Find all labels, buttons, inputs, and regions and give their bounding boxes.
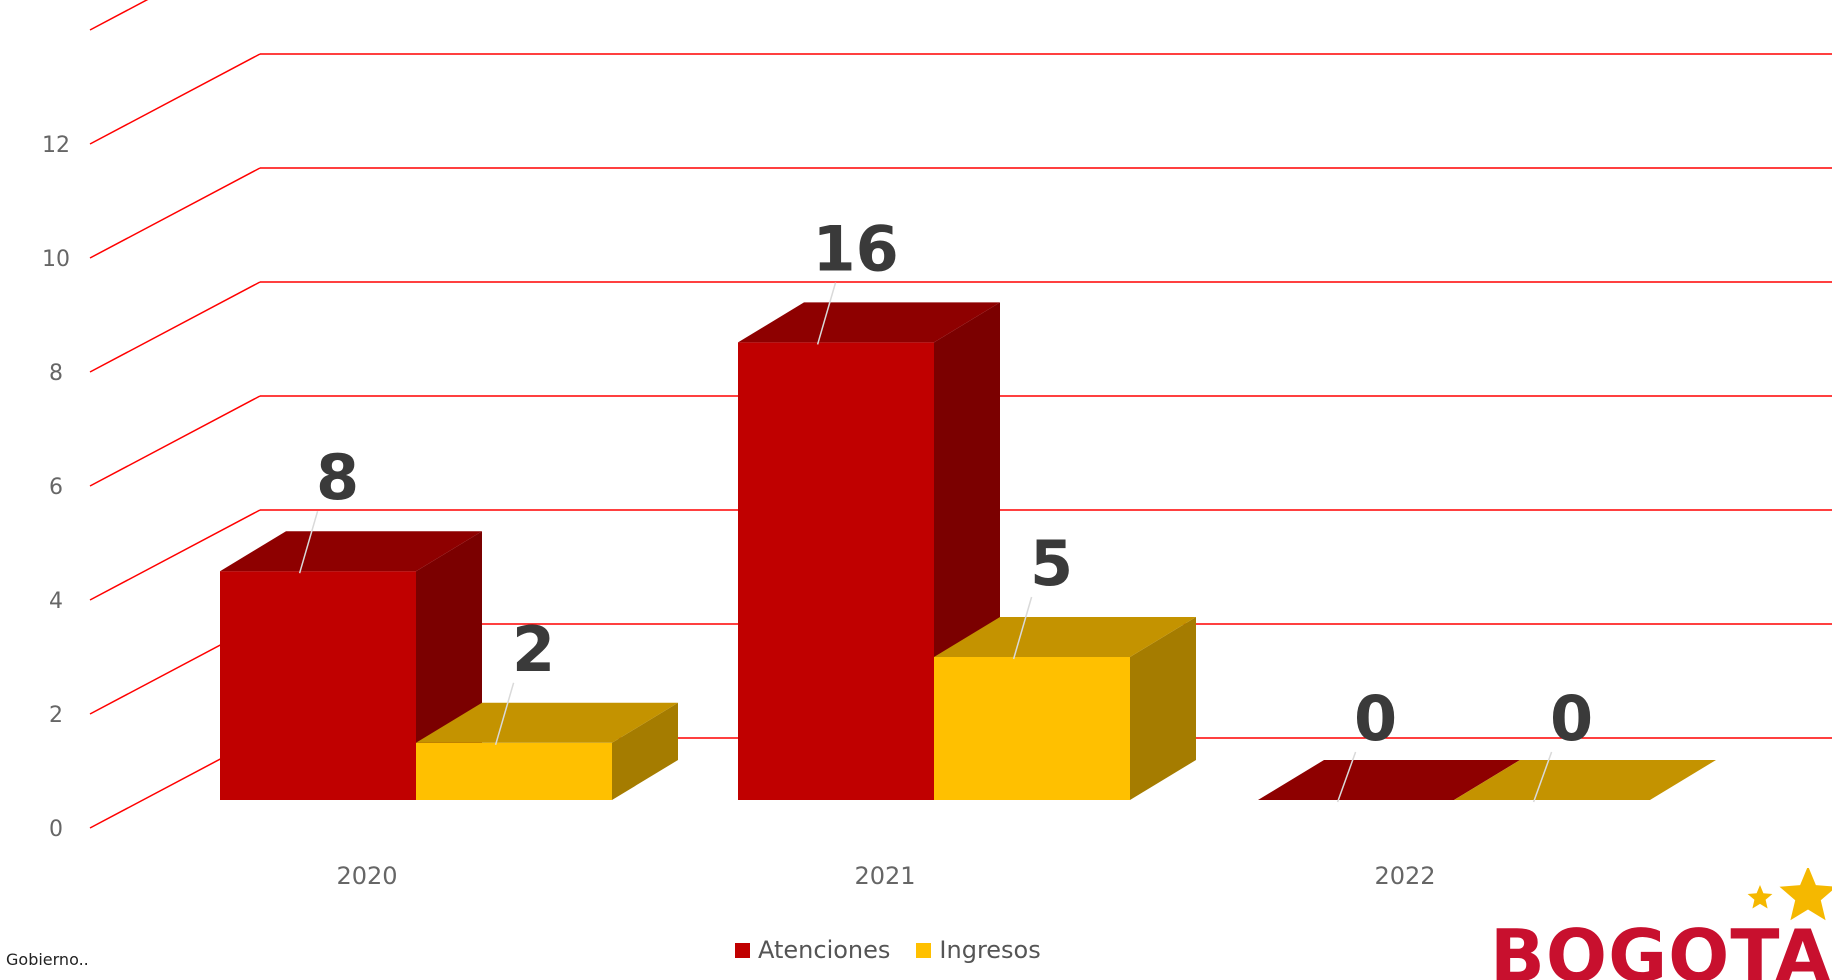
bar-front xyxy=(220,571,416,800)
label-leader-line xyxy=(494,682,515,746)
y-tick-label: 2 xyxy=(49,703,63,728)
bar-top xyxy=(934,617,1196,657)
y-tick-label: 8 xyxy=(49,361,63,386)
bar-side xyxy=(1130,617,1196,800)
bar-side xyxy=(612,702,678,800)
bar-top xyxy=(738,302,1000,343)
bogota-logo: BOGOTA xyxy=(1490,868,1832,980)
legend-swatch-ingresos xyxy=(916,942,932,958)
legend-item-ingresos[interactable]: Ingresos xyxy=(916,936,1041,964)
data-label: 5 xyxy=(1030,527,1073,600)
bar-top xyxy=(220,531,482,572)
x-tick-label: 2022 xyxy=(1374,862,1435,890)
data-label: 8 xyxy=(316,441,359,514)
y-tick-label: 4 xyxy=(49,589,63,614)
label-leader-line xyxy=(298,510,319,574)
x-tick-label: 2020 xyxy=(336,862,397,890)
data-label: 2 xyxy=(512,613,555,686)
x-tick-label: 2021 xyxy=(854,862,915,890)
logo-text: BOGOTA xyxy=(1490,914,1832,980)
gridline-diagonal xyxy=(89,167,261,259)
y-tick-label: 10 xyxy=(42,247,70,272)
y-tick-label: 0 xyxy=(49,817,63,842)
gridline-diagonal xyxy=(89,509,261,601)
data-label: 0 xyxy=(1550,682,1593,755)
y-axis-ticks: 0 2 4 6 8 10 12 xyxy=(42,133,70,842)
bar-front xyxy=(738,342,934,800)
label-leader-line xyxy=(1532,751,1553,803)
bar-top xyxy=(1258,760,1520,800)
footer-note: Gobierno.. xyxy=(6,950,89,969)
bar-front xyxy=(416,742,612,800)
logo-stars-icon xyxy=(1747,868,1832,921)
gridline-diagonal xyxy=(89,53,261,145)
legend-label-ingresos: Ingresos xyxy=(939,936,1041,964)
legend-swatch-atenciones xyxy=(735,942,750,958)
x-axis-ticks: 2020 2021 2022 xyxy=(336,862,1435,890)
data-label: 16 xyxy=(812,212,898,285)
label-leader-line xyxy=(1012,596,1033,660)
legend-label-atenciones: Atenciones xyxy=(758,936,891,964)
data-labels: 8 2 16 5 0 0 xyxy=(298,212,1593,803)
label-leader-line xyxy=(816,282,837,345)
y-tick-label: 6 xyxy=(49,475,63,500)
bar-top xyxy=(416,702,678,743)
gridline-diagonal xyxy=(89,0,149,31)
legend-item-atenciones[interactable]: Atenciones xyxy=(735,936,890,964)
legend: Atenciones Ingresos xyxy=(735,936,1041,964)
label-leader-line xyxy=(1336,751,1357,803)
data-label: 0 xyxy=(1354,682,1397,755)
bar-front xyxy=(934,657,1130,800)
bars xyxy=(220,302,1716,800)
y-tick-label: 12 xyxy=(42,133,70,158)
gridline-diagonal xyxy=(89,281,261,373)
bar-top xyxy=(1454,760,1716,800)
gridline-diagonal xyxy=(89,395,261,487)
